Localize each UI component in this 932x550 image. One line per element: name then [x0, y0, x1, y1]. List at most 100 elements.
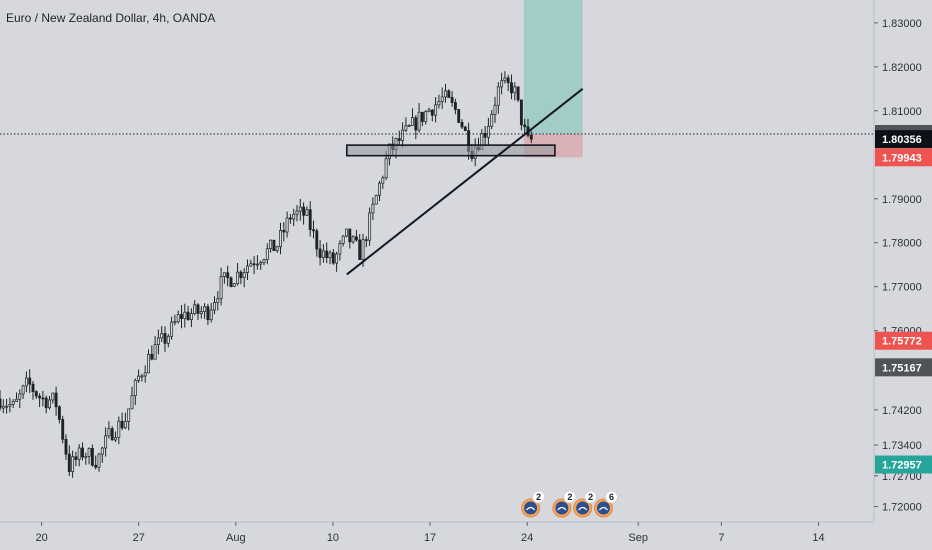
candle [298, 198, 302, 221]
candle [420, 111, 424, 127]
candle [513, 82, 517, 101]
candle [411, 108, 414, 127]
economic-event-icon[interactable]: 2 [521, 490, 546, 518]
candle [265, 243, 269, 265]
candle [5, 398, 9, 414]
candle [34, 390, 38, 399]
candle [295, 204, 299, 222]
candle [81, 442, 84, 461]
time-tick-label: Sep [628, 532, 648, 544]
candle [490, 110, 494, 130]
candle [117, 416, 121, 445]
price-badge: 1.80356 [875, 130, 932, 149]
candle [143, 365, 147, 383]
candle [123, 412, 127, 430]
candle [331, 249, 335, 265]
price-tick-label: 1.79000 [882, 194, 922, 206]
candle [239, 270, 243, 285]
candle [156, 329, 160, 355]
candle [1, 399, 5, 414]
price-tick-label: 1.77000 [882, 282, 922, 294]
candle [364, 236, 368, 248]
candle [404, 117, 408, 132]
long-position-target-zone[interactable] [523, 0, 583, 135]
candle [437, 94, 441, 109]
candle [463, 125, 467, 132]
time-tick-label: 20 [35, 532, 47, 544]
economic-event-icon[interactable]: 2 [573, 490, 598, 518]
time-tick-label: 10 [327, 532, 339, 544]
candle [163, 326, 167, 352]
candle [345, 228, 348, 238]
candle [199, 306, 203, 319]
candle [427, 107, 431, 113]
candle [249, 259, 253, 267]
candle [397, 130, 401, 145]
candle [133, 378, 137, 406]
candle [170, 316, 174, 340]
candle [414, 115, 418, 140]
time-tick-label: 7 [718, 532, 724, 544]
price-tick-label: 1.78000 [882, 238, 922, 250]
candle [183, 303, 187, 328]
candle [18, 389, 22, 409]
support-zone-rectangle[interactable] [346, 144, 556, 157]
candle [275, 245, 279, 253]
candle [61, 415, 65, 444]
candle [48, 395, 51, 410]
price-tick-label: 1.74200 [882, 405, 922, 417]
candle [374, 194, 378, 205]
candle [222, 272, 226, 284]
candle [460, 119, 464, 129]
candle [213, 296, 216, 315]
svg-text:1.75772: 1.75772 [882, 336, 922, 348]
candle [457, 108, 461, 124]
time-axis[interactable]: 20 27 Aug 10 17 24 Sep 7 14 [0, 521, 874, 544]
candle [483, 126, 487, 145]
candle [114, 431, 117, 443]
candle [440, 87, 444, 109]
candle [15, 392, 18, 402]
candle [401, 122, 405, 148]
candle [368, 207, 372, 246]
candle [381, 175, 385, 190]
candle [417, 102, 421, 133]
svg-text:1.72957: 1.72957 [882, 460, 922, 472]
candle [150, 345, 154, 361]
candle [130, 386, 134, 410]
candle [503, 71, 507, 84]
candle [74, 451, 78, 467]
candle [378, 180, 381, 202]
economic-event-icon[interactable]: 2 [552, 490, 577, 518]
economic-event-icon[interactable]: 6 [593, 490, 618, 518]
candle [110, 426, 114, 441]
candle [407, 124, 411, 127]
price-axis[interactable]: 1.83000 1.82000 1.81000 1.79000 1.78000 1.770… [873, 0, 932, 522]
svg-text:1.79943: 1.79943 [882, 152, 922, 164]
candle [137, 369, 141, 383]
candle [186, 305, 190, 321]
candle [120, 412, 124, 431]
time-tick-label: 27 [133, 532, 145, 544]
candle [348, 228, 352, 249]
candle-series [0, 71, 533, 478]
candle [262, 258, 266, 266]
candle [529, 130, 533, 143]
candle [371, 197, 375, 220]
candle [308, 201, 312, 237]
trend-line[interactable] [346, 88, 584, 276]
price-badge: 1.72957 [875, 455, 932, 474]
candle [516, 86, 520, 103]
candle [64, 434, 68, 461]
candle [236, 262, 240, 286]
candle [84, 452, 88, 465]
candle [506, 74, 510, 92]
candle [523, 118, 527, 136]
candle [335, 251, 339, 272]
candle [444, 83, 447, 103]
candle [24, 371, 28, 393]
candle [209, 303, 213, 323]
candle [90, 444, 94, 467]
